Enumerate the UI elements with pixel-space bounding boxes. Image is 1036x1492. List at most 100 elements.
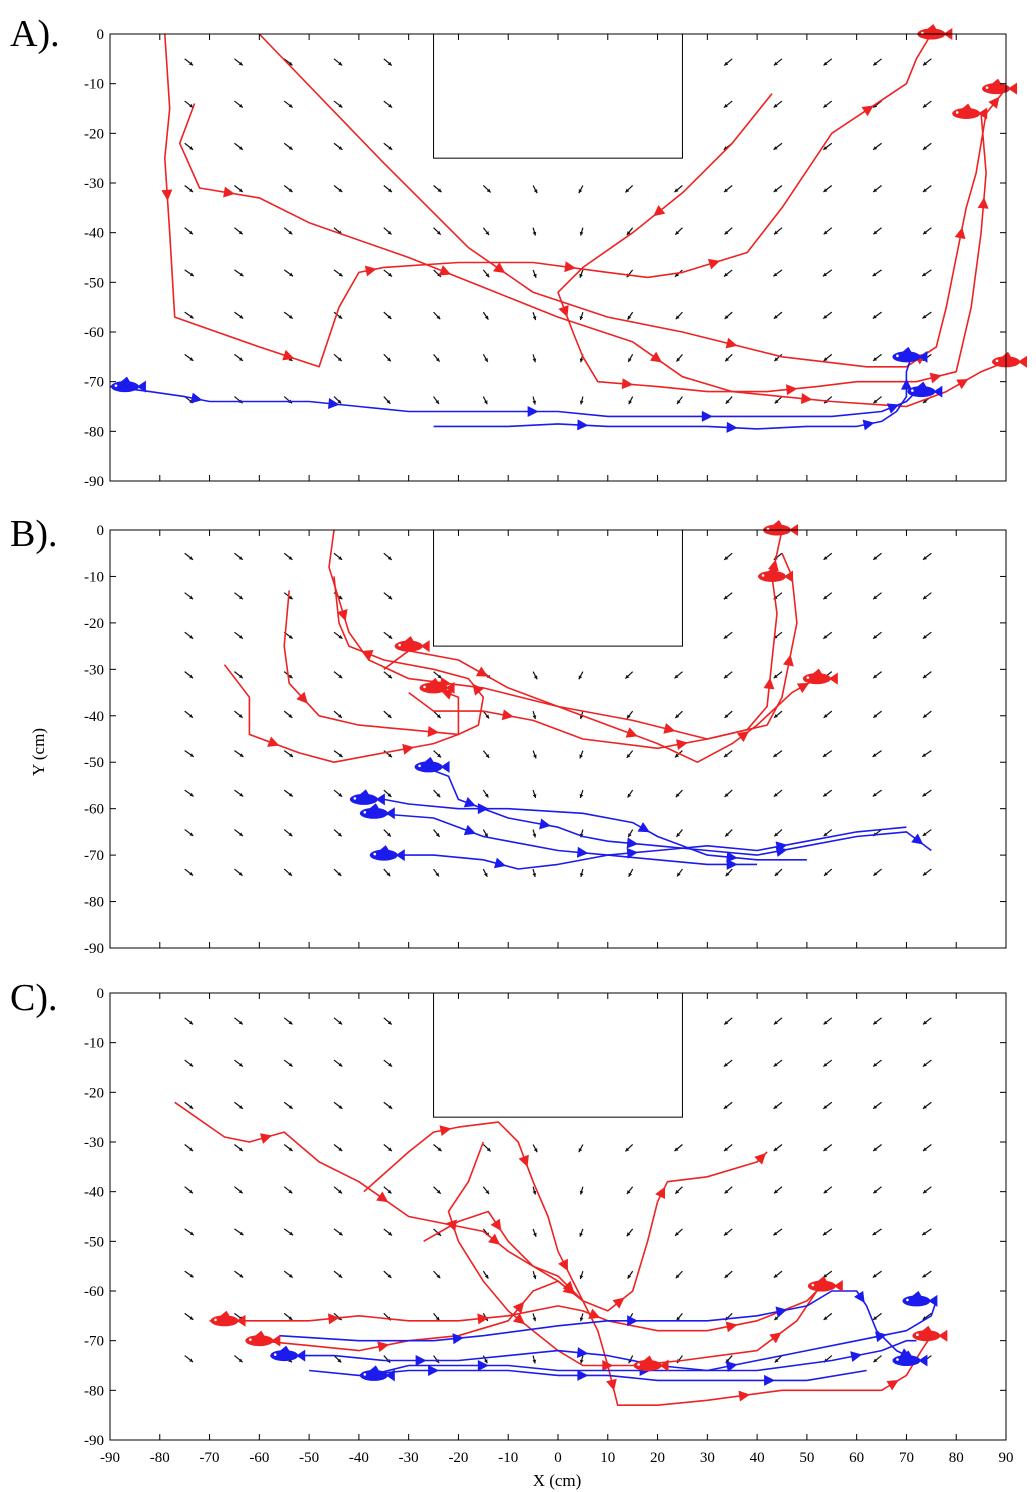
flow-vector-head: [387, 714, 392, 718]
flow-vector-head: [823, 146, 828, 150]
flow-vector-head: [338, 272, 343, 277]
flow-vector-head: [922, 103, 927, 108]
red-track-arrow: [296, 691, 308, 704]
flow-vector-head: [189, 556, 193, 560]
flow-vector-head: [388, 753, 393, 758]
blue-track-arrow: [576, 846, 589, 858]
flow-vector-head: [723, 753, 728, 758]
blue-fish-icon: [110, 376, 146, 393]
flow-vector-head: [675, 315, 680, 320]
flow-vector-head: [579, 1190, 584, 1195]
panel-label-b: B).: [10, 513, 58, 555]
flow-vector-head: [626, 231, 631, 236]
flow-vector-head: [437, 674, 442, 679]
flow-vector-head: [484, 833, 488, 838]
blue-fish-icon: [902, 1290, 938, 1307]
red-fish-icon: [982, 78, 1018, 95]
red-fish-track: [328, 529, 783, 740]
flow-vector-head: [626, 714, 631, 719]
flow-vector-head: [189, 1105, 194, 1109]
flow-vector-head: [676, 1316, 681, 1321]
flow-vector-head: [189, 1062, 194, 1067]
blue-fish-track: [383, 798, 807, 861]
flow-vector-head: [823, 1189, 828, 1194]
flow-vector-head: [436, 714, 441, 719]
red-fish-track: [223, 664, 460, 764]
flow-vector-head: [437, 1231, 442, 1236]
red-track-arrow: [977, 197, 989, 209]
y-tick-label: 0: [97, 27, 105, 43]
flow-vector-head: [435, 1316, 440, 1321]
y-tick-label: -30: [84, 176, 104, 192]
flow-vector-head: [189, 188, 194, 192]
flow-vector-head: [238, 1062, 243, 1067]
blue-track-arrow: [463, 796, 477, 808]
flow-vector-head: [436, 793, 441, 798]
flow-vector-head: [338, 674, 343, 679]
flow-vector-head: [288, 146, 293, 150]
blue-fish-track: [423, 766, 932, 856]
flow-vector-head: [485, 753, 490, 758]
flow-vector-head: [873, 357, 878, 361]
y-tick-label: -70: [84, 848, 104, 864]
y-tick-label: -80: [84, 424, 104, 440]
red-track-arrow: [768, 559, 779, 572]
flow-vector-head: [628, 833, 632, 838]
flow-vector-head: [774, 832, 779, 837]
y-tick-label: -50: [84, 275, 104, 291]
y-tick-label: -60: [84, 325, 104, 341]
obstacle-box: [433, 33, 683, 159]
red-fish-track: [447, 1141, 828, 1367]
blue-track-arrow: [327, 397, 340, 409]
flow-vector-head: [288, 635, 293, 639]
flow-vector-head: [873, 714, 878, 718]
blue-track-arrow: [911, 833, 924, 845]
flow-vector-head: [437, 188, 442, 193]
red-fish-icon: [992, 351, 1027, 368]
flow-vector-head: [189, 103, 194, 108]
flow-vector-head: [922, 146, 927, 150]
flow-vector-head: [189, 1020, 193, 1025]
flow-vector-head: [675, 1189, 680, 1194]
flow-vector-head: [288, 1316, 293, 1320]
x-tick-label: 40: [750, 1450, 765, 1466]
panel-label-a: A).: [10, 13, 60, 55]
x-tick-label: 50: [799, 1450, 814, 1466]
flow-vector-head: [873, 635, 878, 639]
blue-track-arrow: [627, 1315, 639, 1327]
flow-vector-head: [872, 272, 877, 277]
flow-vector-head: [724, 674, 728, 679]
blue-track-arrow: [626, 847, 639, 859]
flow-vector-head: [388, 188, 392, 193]
x-tick-label: -30: [399, 1450, 419, 1466]
flow-vector-head: [532, 794, 537, 798]
flow-vector-head: [532, 1359, 537, 1364]
y-tick-label: -70: [84, 1334, 104, 1350]
red-fish-icon: [758, 566, 794, 583]
flow-vector-head: [388, 635, 393, 639]
flow-vector-head: [338, 188, 343, 193]
flow-vector-head: [189, 314, 194, 319]
red-track-arrow: [602, 1360, 614, 1371]
flow-vector-head: [872, 314, 877, 319]
x-tick-label: 80: [949, 1450, 964, 1466]
flow-vector-head: [922, 1105, 927, 1109]
flow-vector-head: [724, 188, 728, 193]
red-track-arrow: [886, 1380, 899, 1391]
flow-vector-head: [387, 61, 392, 66]
blue-track-arrow: [577, 419, 589, 431]
flow-vector-head: [823, 61, 828, 66]
flow-vector-head: [723, 1062, 728, 1067]
red-fish-icon: [419, 677, 455, 694]
flow-vector-head: [533, 1232, 537, 1237]
flow-vector-head: [238, 556, 243, 560]
red-fish-icon: [210, 1310, 246, 1327]
flow-vector-head: [238, 635, 243, 639]
red-track-arrow: [364, 265, 377, 277]
flow-vector-head: [386, 872, 391, 877]
flow-vector-head: [873, 399, 878, 404]
flow-vector-head: [922, 314, 927, 319]
flow-vector-head: [676, 832, 681, 837]
flow-vector-head: [628, 400, 633, 405]
flow-vector-head: [923, 1189, 928, 1194]
